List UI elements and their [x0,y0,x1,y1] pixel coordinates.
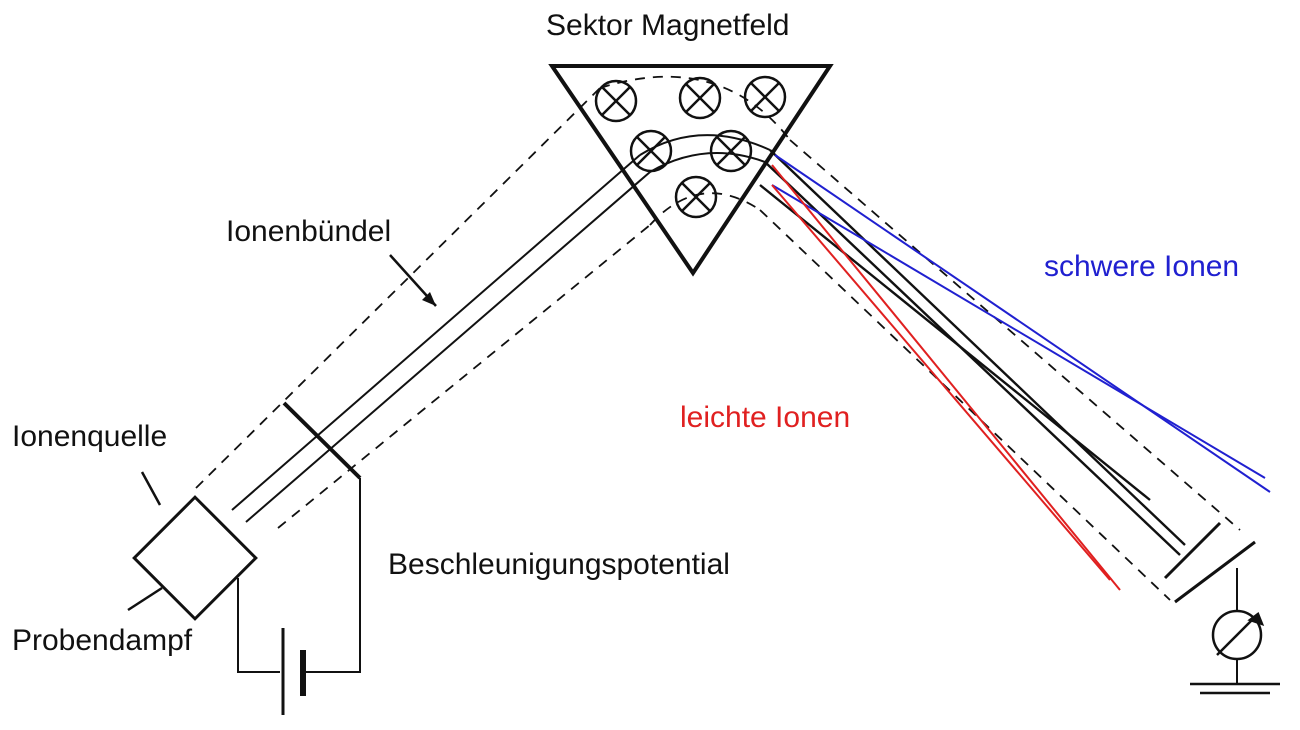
deflected-envelope-dashed [759,139,1241,601]
collector-slit [1163,521,1256,604]
ion-source-box [132,495,258,621]
acceleration-slit-plate [282,401,362,480]
magnetic-sector-triangle [548,64,834,277]
ion-source-label: Ionenquelle [12,420,168,453]
incoming-beam [231,134,771,523]
field-symbol-group [594,75,787,219]
field-symbol-icon [674,175,718,219]
acceleration-potential-label: Beschleunigungspotential [388,548,730,581]
deflected-beam [759,149,1186,556]
ammeter-icon [1211,609,1265,661]
light-ions-beam [771,164,1121,591]
acceleration-circuit [237,478,361,673]
field-symbol-icon [743,75,787,119]
field-symbol-icon [678,76,722,120]
battery-icon [281,628,306,715]
light-ions-label: leichte Ionen [680,401,851,434]
heavy-ions-label: schwere Ionen [1044,250,1240,283]
field-symbol-icon [709,129,753,173]
field-symbol-icon [594,79,638,123]
sample-vapor-label: Probendampf [12,624,193,657]
ground-icon [1190,682,1280,695]
heavy-ions-beam [771,154,1271,493]
sector-field-label: Sektor Magnetfeld [546,9,790,42]
pointer-arrowhead [422,292,436,306]
beam-envelope-dashed [195,75,791,529]
ion-beam-label: Ionenbündel [226,215,392,248]
